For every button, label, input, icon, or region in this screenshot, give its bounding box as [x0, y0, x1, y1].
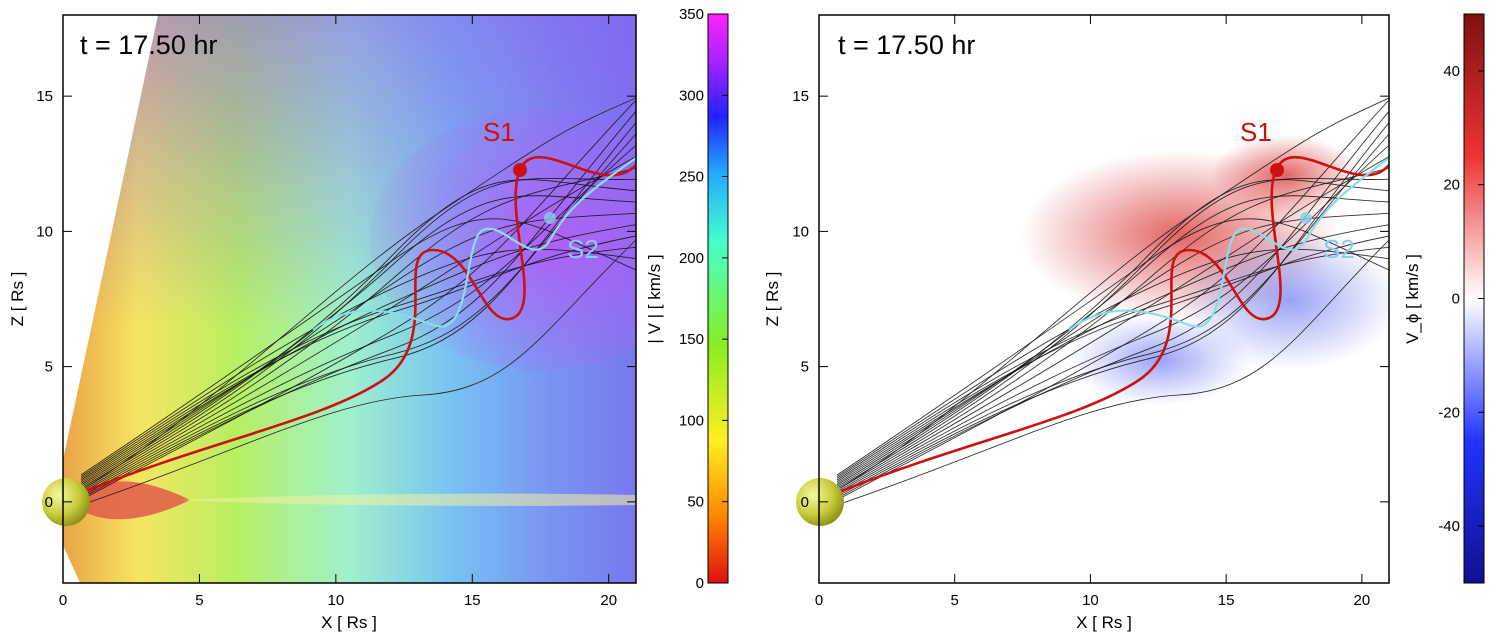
left-colorbar-ticks: 0 50 100 150 200 250 300 350 [679, 6, 728, 592]
right-field-lines [836, 97, 1389, 506]
left-s2-label: S2 [567, 234, 599, 264]
right-strand-s2 [1068, 157, 1389, 331]
left-xtick-label: 10 [328, 592, 345, 609]
right-field-line [836, 235, 1389, 481]
right-ytick-label: 5 [801, 359, 809, 376]
right-ytick-label: 0 [801, 494, 809, 511]
left-field-line [80, 99, 636, 501]
right-plot-frame [818, 14, 1390, 584]
right-colorbar: -40 -20 0 20 40 V_ϕ [ km/s ] [1403, 13, 1485, 584]
left-colorbar-tick-label: 250 [679, 169, 704, 186]
right-field-line [836, 246, 1389, 479]
right-field-line [836, 144, 1389, 494]
right-xtick-label: 0 [815, 592, 823, 609]
right-strand-s1 [838, 156, 1389, 494]
right-xlabel: X [ Rs ] [1076, 613, 1132, 632]
left-xtick-label: 15 [464, 592, 481, 609]
right-s1-footpoint [1270, 163, 1284, 177]
left-field-line [80, 218, 636, 476]
right-field-line [836, 177, 1389, 489]
left-strand-s2 [312, 157, 636, 331]
left-field-line [80, 167, 636, 491]
left-s2-footpoint [544, 212, 556, 224]
right-field-line [836, 224, 1389, 483]
right-s2-footpoint [1300, 212, 1312, 224]
left-ytick-label: 0 [45, 494, 53, 511]
left-colorbar-tick-label: 200 [679, 250, 704, 267]
left-ytick-label: 10 [36, 223, 53, 240]
right-colorbar-tick-label: 20 [1443, 177, 1460, 194]
right-colorbar-ticks: -40 -20 0 20 40 [1438, 63, 1484, 535]
left-field-line [80, 144, 636, 494]
right-time-label: t = 17.50 hr [838, 30, 975, 60]
left-colorbar-tick-label: 350 [679, 6, 704, 23]
left-xtick-label: 5 [195, 592, 203, 609]
left-s1-footpoint [513, 163, 527, 177]
right-xtick-label: 15 [1218, 592, 1235, 609]
left-field-line [80, 195, 636, 486]
right-colorbar-label: V_ϕ [ km/s ] [1403, 254, 1422, 344]
left-ytick-label: 15 [36, 88, 53, 105]
right-colorbar-tick-label: -20 [1438, 404, 1460, 421]
right-colorbar-tick-label: -40 [1438, 518, 1460, 535]
left-field-line [80, 177, 636, 489]
right-field-line [836, 122, 1389, 498]
left-field-line [80, 224, 636, 483]
left-xtick-label: 20 [600, 592, 617, 609]
left-field-line [80, 246, 636, 479]
right-ytick-label: 15 [792, 88, 809, 105]
right-field-line [836, 99, 1389, 501]
left-colorbar-gradient [707, 13, 729, 584]
left-colorbar-tick-label: 100 [679, 412, 704, 429]
left-plot-frame [62, 14, 637, 584]
right-panel: 0 5 10 15 20 0 5 10 15 t = 17.50 hr S1 S2 X [ Rs… [763, 14, 1390, 632]
right-axes: 0 5 10 15 20 0 5 10 15 [792, 15, 1389, 609]
right-xtick-label: 10 [1082, 592, 1099, 609]
right-field-line [836, 218, 1389, 476]
right-xtick-label: 20 [1354, 592, 1371, 609]
right-envelope-line [836, 239, 1389, 506]
left-panel: 0 5 10 15 20 0 5 10 15 t = 17.50 hr S1 S2 X [ Rs… [8, 14, 637, 632]
right-colorbar-tick-label: 40 [1443, 63, 1460, 80]
left-colorbar-tick-label: 300 [679, 87, 704, 104]
left-field-line [80, 133, 636, 496]
left-colorbar-tick-label: 150 [679, 331, 704, 348]
left-field-lines [80, 97, 636, 506]
left-envelope-line [80, 97, 636, 491]
left-s1-label: S1 [483, 117, 515, 147]
left-strand-s1 [82, 156, 636, 494]
left-time-label: t = 17.50 hr [80, 30, 217, 60]
left-envelope-line [80, 239, 636, 506]
left-colorbar-label: | V | [ km/s ] [645, 254, 664, 343]
left-field-line [80, 179, 636, 488]
left-xlabel: X [ Rs ] [321, 613, 377, 632]
left-colorbar-tick-label: 50 [687, 494, 704, 511]
right-ylabel: Z [ Rs ] [763, 272, 782, 327]
left-ytick-label: 5 [45, 359, 53, 376]
right-envelope-line [836, 97, 1389, 491]
right-colorbar-tick-label: 0 [1452, 291, 1460, 308]
right-field-line [836, 195, 1389, 486]
left-ylabel: Z [ Rs ] [8, 272, 27, 327]
right-ytick-label: 10 [792, 223, 809, 240]
right-s1-label: S1 [1240, 117, 1272, 147]
left-axes: 0 5 10 15 20 0 5 10 15 [36, 15, 636, 609]
left-velocity-field [63, 15, 636, 583]
right-s2-label: S2 [1323, 234, 1355, 264]
left-colorbar-tick-label: 0 [696, 575, 704, 592]
left-xtick-label: 0 [59, 592, 67, 609]
left-colorbar: 0 50 100 150 200 250 300 350 | V | [ km/s ] [645, 6, 729, 592]
right-field-line [836, 179, 1389, 488]
right-field-line [836, 133, 1389, 496]
right-vphi-field [819, 15, 1389, 583]
right-xtick-label: 5 [951, 592, 959, 609]
right-field-line [836, 167, 1389, 491]
